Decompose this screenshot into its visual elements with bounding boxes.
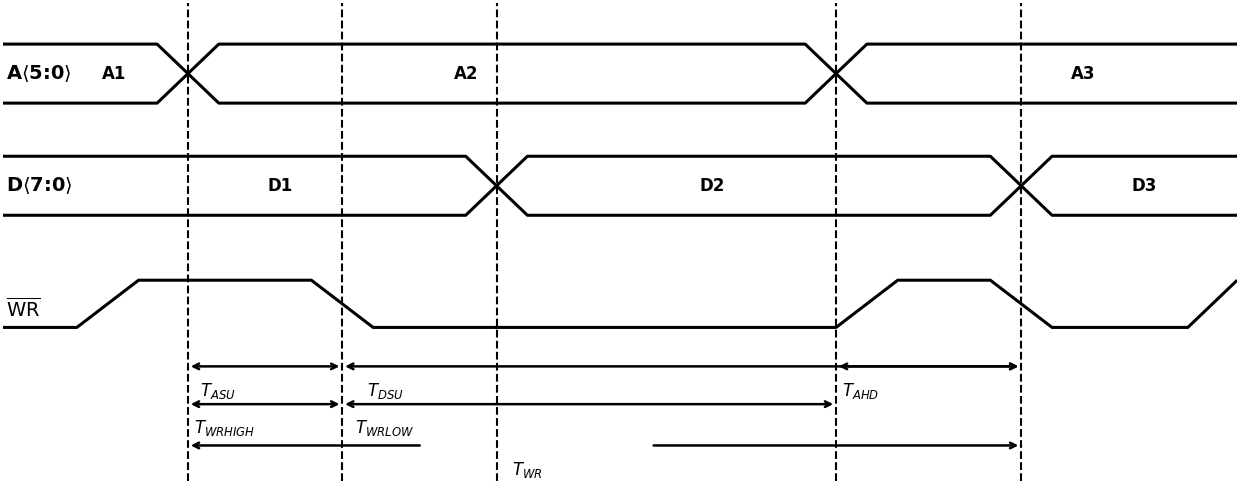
Text: A1: A1 bbox=[102, 65, 126, 83]
Text: D3: D3 bbox=[1132, 177, 1157, 195]
Text: $T_{WRHIGH}$: $T_{WRHIGH}$ bbox=[195, 418, 255, 438]
Text: $T_{WR}$: $T_{WR}$ bbox=[512, 460, 543, 480]
Text: $\overline{\rm WR}$: $\overline{\rm WR}$ bbox=[6, 297, 41, 320]
Text: $T_{WRLOW}$: $T_{WRLOW}$ bbox=[355, 418, 414, 438]
Text: A$\langle$5:0$\rangle$: A$\langle$5:0$\rangle$ bbox=[6, 63, 72, 84]
Text: D2: D2 bbox=[699, 177, 725, 195]
Text: $T_{DSU}$: $T_{DSU}$ bbox=[367, 380, 404, 400]
Text: D1: D1 bbox=[268, 177, 293, 195]
Text: A3: A3 bbox=[1070, 65, 1095, 83]
Text: D$\langle$7:0$\rangle$: D$\langle$7:0$\rangle$ bbox=[6, 175, 72, 196]
Text: $T_{ASU}$: $T_{ASU}$ bbox=[201, 380, 236, 400]
Text: A2: A2 bbox=[454, 65, 477, 83]
Text: $T_{AHD}$: $T_{AHD}$ bbox=[842, 380, 879, 400]
